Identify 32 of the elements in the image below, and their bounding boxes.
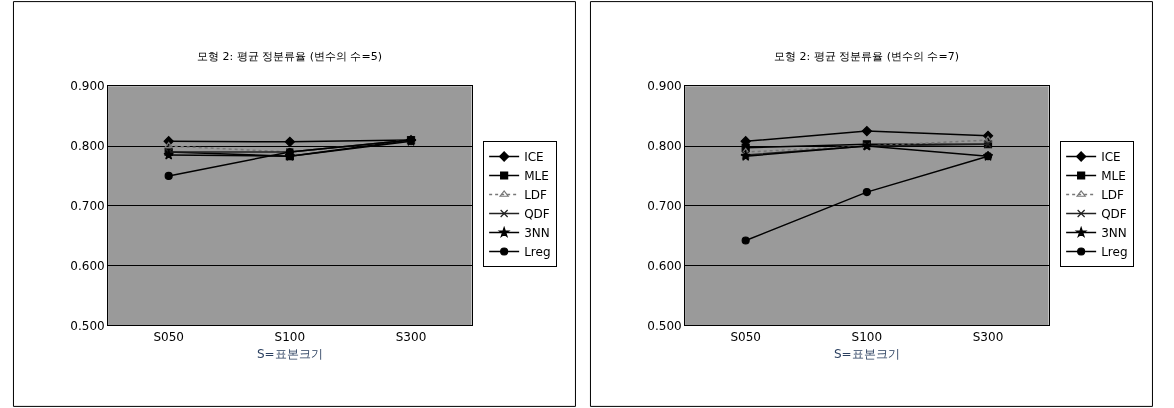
y-tick-label: 0.900 [70,79,105,94]
x-tick-label: S050 [730,329,761,344]
chart-title: 모형 2: 평균 정분류율 (변수의 수=5) [197,50,382,63]
x-axis-title: S=표본크기 [834,346,900,361]
x-axis-title: S=표본크기 [257,346,323,361]
y-tick-label: 0.600 [70,258,105,273]
x-tick-label: S300 [395,329,427,344]
legend-label: ICE [524,150,544,165]
legend-label: LDF [524,188,548,203]
legend-label: QDF [1101,207,1127,222]
legend-label: Lreg [1101,245,1128,260]
legend-label: MLE [1101,169,1126,184]
y-tick-label: 0.500 [647,318,682,333]
legend-label: QDF [524,207,550,222]
x-tick-label: S100 [274,329,306,344]
legend-label: ICE [1101,150,1121,165]
y-tick-label: 0.500 [70,318,105,333]
y-tick-label: 0.800 [647,139,682,154]
legend-label: Lreg [524,245,551,260]
x-tick-label: S100 [851,329,883,344]
chart-title: 모형 2: 평균 정분류율 (변수의 수=7) [774,50,959,63]
y-tick-label: 0.600 [647,258,682,273]
y-tick-label: 0.700 [647,199,682,214]
legend-label: 3NN [1101,226,1127,241]
x-tick-label: S050 [153,329,184,344]
legend-label: LDF [1101,188,1125,203]
y-tick-label: 0.900 [647,79,682,94]
legend-label: MLE [524,169,549,184]
legend-label: 3NN [524,226,550,241]
y-tick-label: 0.700 [70,199,105,214]
x-tick-label: S300 [972,329,1004,344]
y-tick-label: 0.800 [70,139,105,154]
